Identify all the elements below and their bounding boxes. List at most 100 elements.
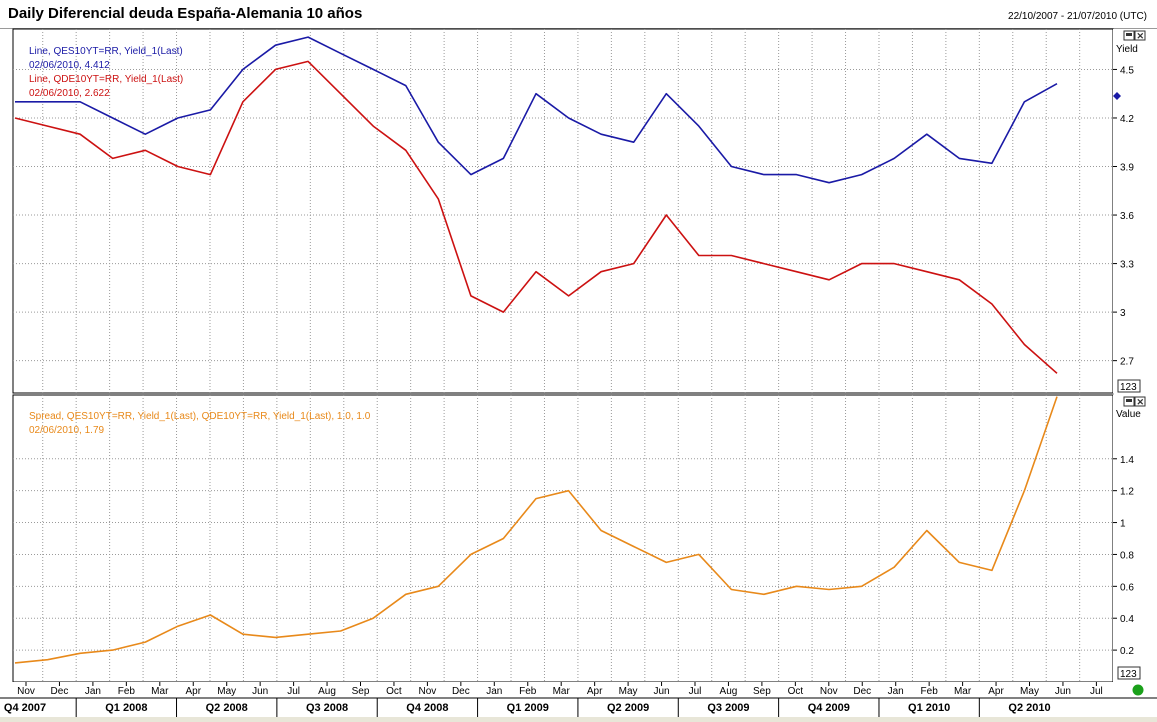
month-label: Jan <box>486 686 502 697</box>
legend-es-line1: Line, QES10YT=RR, Yield_1(Last) <box>29 46 183 57</box>
legend-de-line2: 02/06/2010, 2.622 <box>29 88 110 99</box>
scale-button-box[interactable] <box>1117 379 1141 393</box>
month-label: Aug <box>318 686 336 697</box>
quarter-label: Q2 2009 <box>607 702 649 714</box>
series-line-qde10yt-rr <box>14 60 1058 374</box>
bottom-axis-label: Value <box>1116 409 1141 420</box>
month-label: May <box>619 686 638 697</box>
y-tick-label: 4.5 <box>1120 65 1134 76</box>
y-tick-label: 1 <box>1120 519 1126 530</box>
y-tick-label: 0.4 <box>1120 614 1134 625</box>
y-tick-label: 4.2 <box>1120 114 1134 125</box>
quarter-label: Q3 2008 <box>306 702 348 714</box>
month-label: Sep <box>352 686 370 697</box>
quarter-label: Q1 2009 <box>507 702 549 714</box>
month-label: Jun <box>653 686 669 697</box>
month-label: Dec <box>51 686 69 697</box>
axis-bottom-border <box>0 717 1157 722</box>
top-y-axis: 2.7 3 3.3 3.6 3.9 4.2 4.5 <box>1113 65 1134 368</box>
month-label: Jun <box>252 686 268 697</box>
quarter-axis: Q4 2007 Q1 2008 Q2 2008 Q3 2008 Q4 2008 Q1 20… <box>4 698 1051 717</box>
quarter-label: Q4 2008 <box>406 702 448 714</box>
chart-canvas: 2.7 3 3.3 3.6 3.9 4.2 4.5 Yield Line, QES10YT=… <box>0 28 1157 722</box>
bottom-scale-button-box[interactable] <box>1117 666 1141 680</box>
quarter-label: Q2 2008 <box>206 702 248 714</box>
y-tick-label: 0.8 <box>1120 550 1134 561</box>
month-label: Nov <box>419 686 437 697</box>
y-tick-label: 0.6 <box>1120 582 1134 593</box>
top-plot-area <box>12 28 1114 394</box>
month-label: May <box>1020 686 1039 697</box>
month-label: Aug <box>720 686 738 697</box>
quarter-label: Q3 2009 <box>707 702 749 714</box>
month-label: Oct <box>386 686 402 697</box>
month-label: Jul <box>1090 686 1103 697</box>
bottom-gridlines <box>13 395 1113 682</box>
bottom-window-buttons[interactable]: ✕ <box>1123 396 1146 407</box>
legend-es-line2: 02/06/2010, 4.412 <box>29 60 110 71</box>
top-scale-button-label: 123 <box>1120 382 1137 393</box>
y-tick-label: 3 <box>1120 308 1126 319</box>
month-label: Jan <box>888 686 904 697</box>
bottom-scale-button-label: 123 <box>1120 669 1137 680</box>
bottom-legend: Spread, QES10YT=RR, Yield_1(Last), QDE10… <box>29 411 371 436</box>
bottom-axis-area <box>1113 395 1157 682</box>
month-label: Mar <box>151 686 169 697</box>
y-tick-label: 3.3 <box>1120 260 1134 271</box>
y-tick-label: 2.7 <box>1120 357 1134 368</box>
month-label: Apr <box>185 686 201 697</box>
top-gridlines <box>13 29 1113 393</box>
month-label: Feb <box>118 686 136 697</box>
month-label: Nov <box>820 686 838 697</box>
month-label: Feb <box>519 686 537 697</box>
title-bar: Daily Diferencial deuda España-Alemania … <box>0 0 1157 29</box>
chart-title: Daily Diferencial deuda España-Alemania … <box>8 5 363 22</box>
date-range: 22/10/2007 - 21/07/2010 (UTC) <box>1008 11 1147 22</box>
month-label: Apr <box>988 686 1004 697</box>
y-tick-label: 1.4 <box>1120 455 1134 466</box>
y-tick-label: 1.2 <box>1120 487 1134 498</box>
minimize-icon <box>1126 33 1132 36</box>
month-label: Nov <box>17 686 35 697</box>
month-label: Jan <box>85 686 101 697</box>
month-label: May <box>217 686 236 697</box>
month-label: Mar <box>553 686 571 697</box>
top-scale-button[interactable]: 123 <box>1117 379 1141 393</box>
month-label: Sep <box>753 686 771 697</box>
quarter-label: Q2 2010 <box>1008 702 1050 714</box>
top-last-value-marker <box>1113 92 1121 100</box>
close-icon: ✕ <box>1137 31 1145 41</box>
bottom-y-axis: 0.2 0.4 0.6 0.8 1 1.2 1.4 <box>1113 455 1134 657</box>
close-button[interactable] <box>1134 30 1146 41</box>
bottom-minimize-icon <box>1126 399 1132 402</box>
top-axis-label: Yield <box>1116 44 1138 55</box>
month-label: Apr <box>587 686 603 697</box>
bottom-scale-button[interactable]: 123 <box>1117 666 1141 680</box>
month-label: Jun <box>1055 686 1071 697</box>
month-label: Feb <box>921 686 939 697</box>
series-line-spread <box>14 396 1058 664</box>
y-tick-label: 3.6 <box>1120 211 1134 222</box>
month-label: Jul <box>689 686 702 697</box>
month-label: Dec <box>853 686 871 697</box>
y-tick-label: 0.2 <box>1120 646 1134 657</box>
bottom-plot-area <box>12 394 1114 683</box>
month-label: Dec <box>452 686 470 697</box>
legend-spread-line1: Spread, QES10YT=RR, Yield_1(Last), QDE10… <box>29 411 371 422</box>
month-label: Oct <box>788 686 804 697</box>
quarter-label: Q1 2010 <box>908 702 950 714</box>
top-series-group <box>14 36 1058 374</box>
month-label: Jul <box>287 686 300 697</box>
y-tick-label: 3.9 <box>1120 163 1134 174</box>
bottom-close-button[interactable] <box>1134 396 1146 407</box>
quarter-label: Q1 2008 <box>105 702 147 714</box>
legend-spread-line2: 02/06/2010, 1.79 <box>29 425 105 436</box>
series-line-qes10yt-rr <box>15 36 1058 184</box>
legend-de-line1: Line, QDE10YT=RR, Yield_1(Last) <box>29 74 183 85</box>
quarter-label: Q4 2009 <box>808 702 850 714</box>
last-value-diamond-icon <box>1113 92 1121 100</box>
top-window-buttons[interactable]: ✕ <box>1123 30 1146 41</box>
quarter-label: Q4 2007 <box>4 702 46 714</box>
top-axis-area <box>1113 29 1157 393</box>
